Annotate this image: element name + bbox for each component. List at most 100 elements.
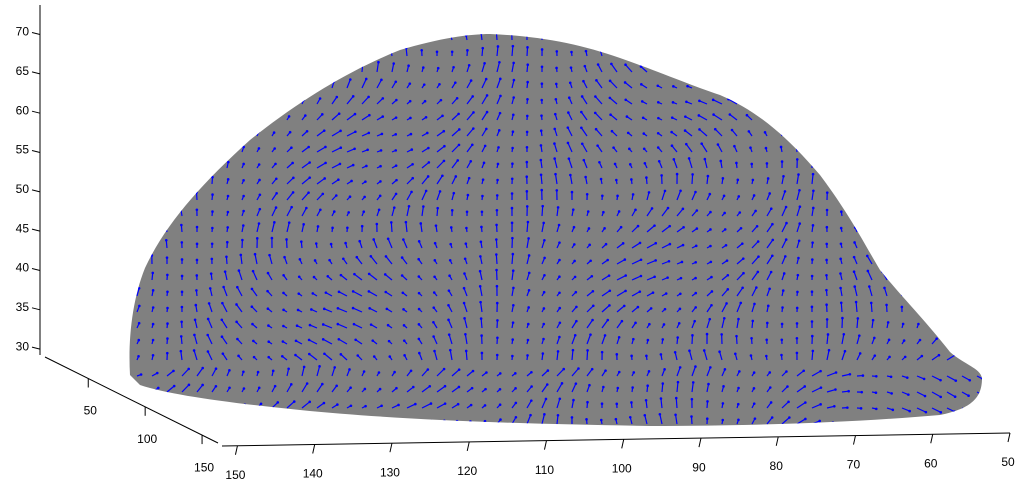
- arrow-head: [892, 409, 895, 412]
- arrow-head: [526, 115, 529, 118]
- arrow-head: [350, 180, 353, 183]
- arrow-head: [358, 46, 361, 49]
- arrow-head: [871, 128, 874, 131]
- arrow-head: [855, 178, 858, 181]
- arrow: [977, 302, 979, 312]
- y-tick-label: 50: [84, 404, 98, 418]
- arrow: [227, 145, 228, 152]
- arrow-head: [287, 367, 290, 370]
- arrow-head: [211, 64, 214, 67]
- arrow-head: [434, 34, 437, 37]
- arrow-head: [704, 158, 707, 161]
- arrow-head: [422, 66, 425, 69]
- arrow: [165, 223, 167, 232]
- arrow: [315, 36, 317, 40]
- arrow-head: [591, 275, 594, 278]
- arrow: [961, 289, 962, 296]
- arrow: [795, 130, 797, 136]
- arrow: [362, 62, 363, 72]
- arrow-head: [243, 387, 246, 390]
- arrow-head: [434, 259, 437, 262]
- arrow-head: [410, 191, 413, 194]
- arrow-head: [485, 78, 488, 81]
- arrow-head: [875, 391, 878, 394]
- arrow-head: [630, 401, 633, 404]
- arrow-head: [923, 378, 926, 381]
- x-tick-label: 80: [770, 459, 784, 473]
- arrow-head: [860, 423, 863, 426]
- arrow-head: [432, 321, 435, 324]
- arrow-head: [162, 189, 165, 192]
- arrow-head: [195, 289, 198, 292]
- arrow-head: [468, 177, 471, 180]
- arrow: [932, 115, 934, 120]
- arrow-head: [668, 225, 671, 228]
- arrow-head: [540, 189, 543, 192]
- arrow-head: [887, 113, 890, 116]
- arrow-head: [180, 224, 183, 227]
- arrow-head: [753, 303, 756, 306]
- arrow-head: [181, 258, 184, 261]
- arrow-head: [952, 425, 955, 428]
- arrow-head: [481, 47, 484, 50]
- arrow: [928, 261, 932, 264]
- arrow: [644, 31, 647, 40]
- arrow: [701, 85, 707, 88]
- arrow-head: [290, 146, 293, 149]
- arrow: [977, 37, 982, 40]
- arrow-head: [156, 372, 159, 375]
- arrow-head: [612, 146, 615, 149]
- arrow-head: [324, 162, 327, 165]
- arrow-head: [405, 47, 408, 50]
- arrow-head: [136, 96, 139, 99]
- arrow: [962, 424, 967, 425]
- arrow-head: [395, 116, 398, 119]
- arrow-head: [479, 285, 482, 288]
- arrow: [959, 275, 962, 280]
- arrow: [182, 35, 185, 40]
- arrow: [947, 84, 951, 88]
- arrow: [163, 176, 167, 184]
- arrow-head: [919, 339, 922, 342]
- arrow-head: [211, 176, 214, 179]
- arrow-head: [893, 424, 896, 427]
- arrow-head: [587, 210, 590, 213]
- arrow-head: [711, 290, 714, 293]
- arrow-head: [832, 421, 835, 424]
- arrow-head: [958, 141, 961, 144]
- arrow: [871, 303, 872, 312]
- arrow-head: [515, 402, 518, 405]
- arrow-head: [426, 132, 429, 135]
- arrow: [887, 424, 894, 426]
- arrow: [932, 69, 935, 72]
- arrow-head: [941, 228, 944, 231]
- arrow-head: [555, 83, 558, 86]
- arrow-head: [580, 111, 583, 114]
- arrow-head: [164, 222, 167, 225]
- arrow-head: [395, 387, 398, 390]
- arrow-head: [555, 50, 558, 53]
- arrow: [810, 114, 812, 120]
- arrow-head: [591, 368, 594, 371]
- arrow: [943, 246, 947, 248]
- arrow-head: [480, 240, 483, 243]
- arrow-head: [222, 286, 225, 289]
- arrow-head: [785, 370, 788, 373]
- arrow-head: [173, 416, 176, 419]
- arrow-head: [242, 179, 245, 182]
- arrow-head: [528, 254, 531, 257]
- x-tick: [467, 442, 469, 451]
- arrow-head: [137, 355, 140, 358]
- arrow-head: [840, 227, 843, 230]
- arrow-head: [924, 395, 927, 398]
- arrow: [731, 51, 737, 56]
- arrow-head: [241, 93, 244, 96]
- arrow-head: [348, 368, 351, 371]
- arrow: [762, 100, 767, 104]
- arrow-head: [691, 173, 694, 176]
- arrow-head: [965, 424, 968, 427]
- arrow-head: [495, 269, 498, 272]
- arrow-head: [485, 371, 488, 374]
- arrow: [242, 130, 244, 136]
- arrow-head: [842, 333, 845, 336]
